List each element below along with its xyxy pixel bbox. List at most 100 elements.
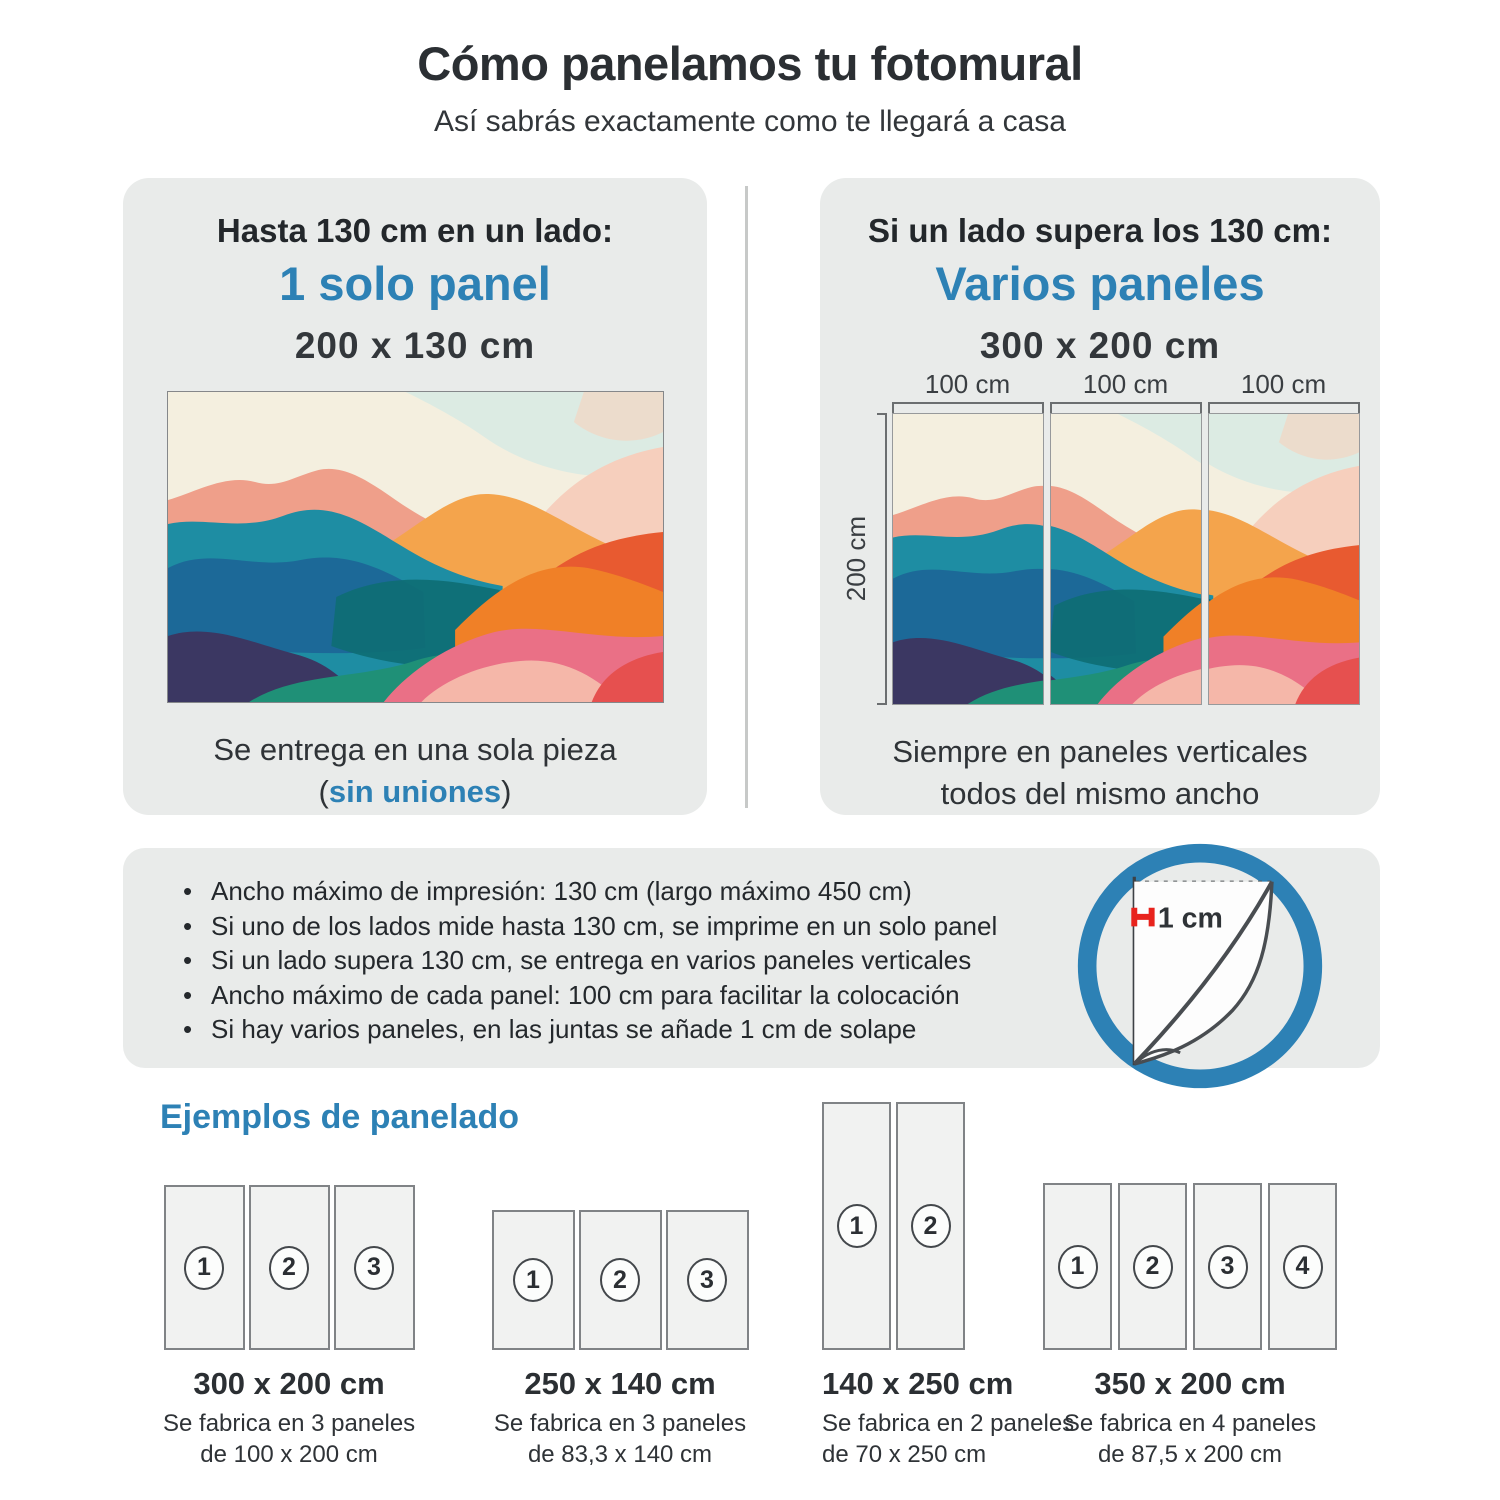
mural-panel-3 — [1207, 413, 1360, 705]
watercolor-artwork-slice — [1050, 414, 1201, 704]
width-bracket — [1207, 402, 1360, 413]
example-panel: 2 — [1118, 1183, 1187, 1350]
example-detail: Se fabrica en 3 paneles de 100 x 200 cm — [163, 1408, 415, 1470]
height-label: 200 cm — [840, 516, 871, 602]
caption-line1: Siempre en paneles verticales — [892, 734, 1308, 769]
page-title: Cómo panelamos tu fotomural — [417, 37, 1083, 90]
panel-number-badge: 1 — [184, 1245, 224, 1290]
card-condition: Hasta 130 cm en un lado: — [216, 212, 614, 249]
example-group-140x250: 1 2 140 x 250 cm Se fabrica en 2 paneles… — [822, 1100, 1074, 1470]
card-condition: Si un lado supera los 130 cm: — [868, 212, 1332, 249]
width-label: 100 cm — [924, 369, 1011, 399]
panel-number-badge: 2 — [1132, 1244, 1173, 1289]
rules-list: Ancho máximo de impresión: 130 cm (largo… — [181, 874, 1120, 1047]
width-bracket — [891, 402, 1044, 413]
example-panel: 2 — [896, 1102, 965, 1350]
example-detail-line2: de 87,5 x 200 cm — [1097, 1441, 1283, 1468]
panel-number-badge: 1 — [1057, 1244, 1098, 1289]
multi-panel-card: Si un lado supera los 130 cm: Varios pan… — [820, 178, 1380, 815]
example-detail: Se fabrica en 4 paneles de 87,5 x 200 cm — [1043, 1408, 1337, 1470]
example-size: 300 x 200 cm — [193, 1366, 385, 1401]
example-detail-line1: Se fabrica en 2 paneles — [822, 1410, 1075, 1437]
overlap-icon: 1 cm — [1076, 842, 1324, 1090]
card-headline: 1 solo panel — [279, 257, 551, 310]
example-panel: 1 — [1043, 1183, 1112, 1350]
example-panel: 3 — [333, 1185, 415, 1350]
multi-panel-caption: Siempre en paneles verticales todos del … — [892, 731, 1307, 815]
height-bracket — [876, 413, 887, 705]
panel-number-badge: 1 — [513, 1258, 553, 1302]
example-size: 140 x 250 cm — [822, 1366, 1014, 1401]
header: Cómo panelamos tu fotomural Así sabrás e… — [0, 36, 1500, 139]
mural-panel-1 — [891, 413, 1044, 705]
example-group-250x140: 1 2 3 250 x 140 cm Se fabrica en 3 panel… — [491, 1100, 749, 1470]
rule-item: Si hay varios paneles, en las juntas se … — [181, 1012, 1120, 1047]
example-panel: 1 — [822, 1102, 891, 1350]
example-group-300x200: 1 2 3 300 x 200 cm Se fabrica en 3 panel… — [163, 1100, 415, 1470]
panel-number-badge: 3 — [1207, 1244, 1248, 1289]
example-panel: 1 — [491, 1210, 575, 1350]
cards-divider — [745, 186, 748, 808]
panel-number-badge: 1 — [836, 1204, 877, 1248]
single-panel-caption: Se entrega en una sola pieza (sin unione… — [213, 729, 616, 813]
panel-number-badge: 3 — [687, 1258, 727, 1302]
panel-number-badge: 2 — [910, 1204, 951, 1248]
panel-number-badge: 2 — [600, 1258, 640, 1302]
example-panel: 3 — [1193, 1183, 1262, 1350]
example-panels: 1 2 — [822, 1100, 965, 1350]
watercolor-artwork-slice — [892, 414, 1043, 704]
page-curl-icon: 1 cm — [1077, 843, 1323, 1089]
example-detail: Se fabrica en 2 paneles de 70 x 250 cm — [822, 1408, 1074, 1470]
overlap-label: 1 cm — [1158, 903, 1223, 935]
example-panels: 1 2 3 4 — [1043, 1100, 1337, 1350]
example-panel: 2 — [578, 1210, 662, 1350]
panel-number-badge: 4 — [1282, 1244, 1323, 1289]
example-group-350x200: 1 2 3 4 350 x 200 cm Se fabrica en 4 pan… — [1043, 1100, 1337, 1470]
width-brackets — [891, 402, 1360, 413]
panel-number-badge: 3 — [354, 1245, 394, 1290]
examples-heading: Ejemplos de panelado — [160, 1098, 519, 1136]
card-headline: Varios paneles — [935, 257, 1265, 310]
example-panel: 1 — [163, 1185, 245, 1350]
caption-line2: todos del mismo ancho — [940, 776, 1260, 811]
width-labels: 100 cm 100 cm 100 cm — [892, 369, 1360, 400]
caption-paren-open: ( — [318, 774, 329, 809]
card-size: 200 x 130 cm — [294, 325, 536, 366]
example-size: 250 x 140 cm — [524, 1366, 716, 1401]
width-bracket — [1049, 402, 1202, 413]
rule-item: Ancho máximo de impresión: 130 cm (largo… — [181, 874, 1120, 909]
watercolor-artwork — [167, 392, 663, 702]
example-detail-line2: de 100 x 200 cm — [200, 1441, 378, 1468]
caption-line1: Se entrega en una sola pieza — [213, 732, 617, 767]
example-detail: Se fabrica en 3 paneles de 83,3 x 140 cm — [491, 1408, 749, 1470]
height-measure: 200 cm — [841, 413, 887, 705]
width-label: 100 cm — [1240, 369, 1327, 399]
example-panel: 3 — [665, 1210, 749, 1350]
caption-note: sin uniones — [328, 774, 502, 809]
measurement-diagram: 200 cm 100 cm 100 cm 100 cm — [841, 369, 1360, 705]
rule-item: Si uno de los lados mide hasta 130 cm, s… — [181, 909, 1120, 944]
example-detail-line1: Se fabrica en 4 paneles — [1063, 1410, 1317, 1437]
panel-number-badge: 2 — [269, 1245, 309, 1290]
single-panel-card: Hasta 130 cm en un lado: 1 solo panel 20… — [123, 178, 707, 815]
mural-panels-row — [891, 413, 1360, 705]
example-panels: 1 2 3 — [163, 1100, 415, 1350]
example-detail-line2: de 70 x 250 cm — [822, 1441, 987, 1468]
caption-paren-close: ) — [501, 774, 512, 809]
mural-panel-2 — [1049, 413, 1202, 705]
example-panel: 4 — [1268, 1183, 1337, 1350]
example-panel: 2 — [248, 1185, 330, 1350]
mural-artwork-single — [166, 391, 664, 703]
width-label: 100 cm — [1082, 369, 1169, 399]
example-detail-line1: Se fabrica en 3 paneles — [493, 1410, 747, 1437]
example-detail-line2: de 83,3 x 140 cm — [527, 1441, 713, 1468]
rule-item: Si un lado supera 130 cm, se entrega en … — [181, 943, 1120, 978]
page-subtitle: Así sabrás exactamente como te llegará a… — [434, 105, 1066, 138]
rule-item: Ancho máximo de cada panel: 100 cm para … — [181, 978, 1120, 1013]
example-panels: 1 2 3 — [491, 1100, 749, 1350]
example-detail-line1: Se fabrica en 3 paneles — [163, 1410, 416, 1437]
card-size: 300 x 200 cm — [979, 325, 1221, 366]
example-size: 350 x 200 cm — [1094, 1366, 1286, 1401]
watercolor-artwork-slice — [1208, 414, 1359, 704]
